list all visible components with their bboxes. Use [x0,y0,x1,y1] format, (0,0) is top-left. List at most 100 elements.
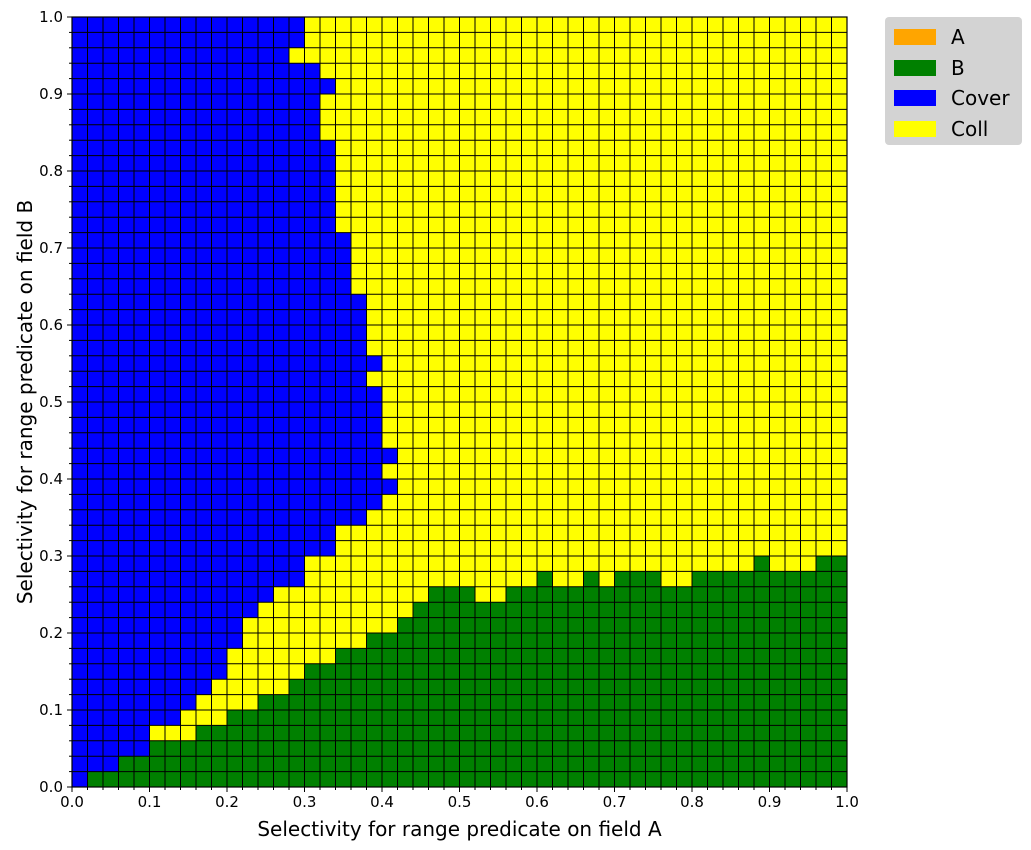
cell-coll [428,124,444,141]
cell-coll [506,509,522,526]
cell-coll [335,586,351,603]
cell-cover [242,140,258,156]
cell-b [583,571,599,587]
cell-cover [134,479,150,495]
y-tick-label: 0.1 [39,701,63,719]
cell-cover [227,155,243,171]
cell-cover [273,494,289,510]
cell-cover [87,63,103,79]
cell-coll [661,386,677,402]
cell-cover [165,171,181,187]
cell-coll [568,355,584,372]
cell-coll [351,278,367,295]
cell-cover [320,525,336,541]
cell-cover [72,679,88,695]
cell-coll [428,325,444,341]
cell-cover [196,47,212,64]
cell-coll [413,263,429,279]
cell-cover [242,217,258,233]
cell-cover [196,355,212,372]
legend-item-coll: Coll [894,114,1022,145]
cell-cover [289,340,305,356]
cell-coll [645,124,661,141]
cell-cover [242,294,258,310]
cell-b [676,694,692,710]
cell-cover [258,263,274,279]
cell-cover [289,186,305,202]
cell-cover [149,309,165,325]
cell-coll [769,124,785,141]
cell-b [552,602,568,618]
cell-coll [428,540,444,556]
cell-b [645,571,661,587]
cell-cover [320,386,336,402]
cell-coll [614,309,630,325]
cell-cover [258,248,274,264]
cell-cover [165,294,181,310]
cell-coll [444,556,460,572]
cell-coll [661,448,677,464]
cell-coll [661,17,677,33]
cell-coll [428,432,444,449]
cell-b [831,679,847,695]
cell-b [459,756,475,772]
cell-cover [165,602,181,618]
cell-coll [676,294,692,310]
cell-coll [397,109,413,125]
cell-coll [676,355,692,372]
cell-cover [227,140,243,156]
cell-cover [72,186,88,202]
cell-cover [242,556,258,572]
cell-b [769,679,785,695]
cell-cover [211,186,227,202]
cell-coll [599,186,615,202]
cell-coll [785,525,801,541]
cell-cover [196,602,212,618]
cell-coll [475,325,491,341]
cell-cover [196,78,212,94]
cell-b [692,710,708,726]
cell-coll [242,694,258,710]
cell-b [537,617,553,633]
cell-cover [196,648,212,664]
cell-cover [180,232,196,248]
cell-cover [180,602,196,618]
cell-coll [304,47,320,64]
cell-coll [475,217,491,233]
cell-cover [149,417,165,433]
cell-cover [149,140,165,156]
cell-coll [568,463,584,479]
cell-coll [769,17,785,33]
cell-cover [304,124,320,141]
cell-coll [475,386,491,402]
cell-cover [180,248,196,264]
cell-cover [258,371,274,387]
cell-b [180,771,196,787]
cell-coll [614,371,630,387]
cell-cover [149,155,165,171]
cell-coll [707,186,723,202]
cell-cover [134,355,150,372]
cell-b [707,648,723,664]
cell-coll [506,294,522,310]
cell-cover [211,479,227,495]
cell-coll [599,171,615,187]
y-tick-label: 0.7 [39,239,63,257]
cell-cover [165,463,181,479]
cell-coll [475,78,491,94]
x-tick-label: 0.0 [60,793,84,811]
cell-coll [444,417,460,433]
cell-coll [413,571,429,587]
cell-coll [552,278,568,295]
cell-coll [320,571,336,587]
cell-coll [459,278,475,295]
cell-cover [242,602,258,618]
cell-cover [196,140,212,156]
cell-b [614,571,630,587]
cell-cover [87,155,103,171]
cell-b [599,725,615,741]
cell-coll [444,186,460,202]
cell-cover [351,294,367,310]
cell-coll [754,417,770,433]
cell-b [475,602,491,618]
